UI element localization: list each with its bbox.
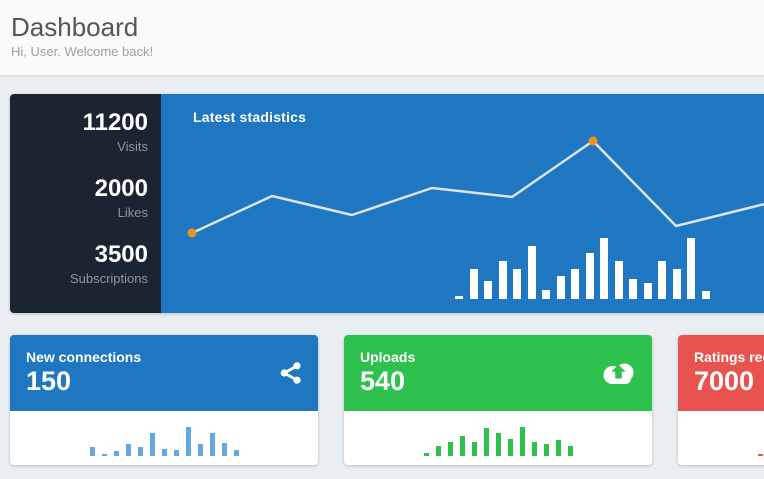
bar	[197, 444, 203, 456]
bar	[495, 433, 501, 456]
card-ratings-header: Ratings received 7000	[678, 335, 764, 411]
stat-visits: 11200 Visits	[10, 108, 148, 156]
stat-likes-value: 2000	[94, 175, 148, 202]
line-marker	[187, 228, 197, 238]
bar	[701, 291, 710, 299]
bar	[757, 454, 763, 456]
statistics-chart-panel: Latest stadistics	[161, 94, 764, 313]
bar	[483, 428, 489, 456]
bar	[447, 442, 453, 456]
card-ratings-body	[678, 411, 764, 465]
bar	[221, 443, 227, 456]
page-title: Dashboard	[11, 12, 139, 42]
bar	[113, 451, 119, 456]
bar	[435, 446, 441, 456]
bar	[527, 246, 536, 299]
stat-subscriptions-value: 3500	[94, 241, 148, 268]
stat-subscriptions: 3500 Subscriptions	[10, 240, 148, 288]
bar	[542, 290, 550, 299]
bar	[531, 442, 537, 456]
share-icon	[279, 361, 303, 386]
bar	[629, 279, 637, 299]
card-new-connections-body	[10, 411, 318, 465]
bar	[161, 449, 167, 456]
stat-likes: 2000 Likes	[10, 174, 148, 222]
bar	[101, 454, 107, 456]
bar	[455, 296, 463, 299]
stats-sidebar: 11200 Visits 2000 Likes 3500 Subscriptio…	[10, 94, 161, 313]
bar	[469, 269, 478, 299]
bar	[137, 447, 143, 456]
stats-panel: 11200 Visits 2000 Likes 3500 Subscriptio…	[10, 94, 764, 313]
connections-mini-bar-chart	[89, 427, 239, 456]
card-value: 540	[360, 366, 406, 396]
summary-cards-row: New connections 150 Uploads 540	[10, 335, 764, 465]
bar	[567, 446, 573, 456]
bar	[423, 453, 429, 456]
bar	[643, 283, 652, 299]
bar	[519, 427, 525, 456]
bar	[543, 444, 549, 456]
stat-likes-label: Likes	[117, 205, 148, 220]
line-chart	[187, 136, 764, 238]
bar	[149, 433, 155, 456]
bar	[471, 442, 477, 456]
card-label: Ratings received	[694, 349, 764, 365]
bar	[507, 439, 513, 456]
card-label: Uploads	[360, 349, 416, 365]
bar	[209, 433, 215, 456]
page-subtitle: Hi, User. Welcome back!	[11, 44, 154, 59]
stat-visits-value: 11200	[82, 109, 148, 136]
bar	[600, 238, 608, 299]
bar	[513, 269, 521, 299]
card-uploads-header: Uploads 540	[344, 335, 652, 411]
uploads-mini-bar-chart	[423, 427, 573, 456]
main-bar-chart	[455, 238, 710, 299]
line-series	[190, 139, 764, 235]
card-ratings-received: Ratings received 7000	[678, 335, 764, 465]
card-uploads: Uploads 540	[344, 335, 652, 465]
bar	[658, 261, 666, 299]
bar	[125, 444, 131, 456]
ratings-mini-bar-chart	[757, 454, 764, 456]
bar	[484, 281, 492, 299]
bar	[614, 261, 623, 299]
bar	[89, 447, 95, 456]
line-marker	[588, 136, 598, 146]
bar	[687, 238, 695, 299]
bar	[556, 276, 565, 299]
card-uploads-body	[344, 411, 652, 465]
card-value: 150	[26, 366, 72, 396]
card-new-connections-header: New connections 150	[10, 335, 318, 411]
bar	[173, 450, 179, 456]
card-label: New connections	[26, 349, 142, 365]
stat-subscriptions-label: Subscriptions	[69, 271, 148, 286]
bar	[185, 427, 191, 456]
page-header: Dashboard Hi, User. Welcome back!	[0, 0, 764, 77]
card-new-connections: New connections 150	[10, 335, 318, 465]
bar	[459, 436, 465, 456]
bar	[571, 269, 579, 299]
bar	[233, 450, 239, 456]
stat-visits-label: Visits	[117, 139, 148, 154]
bar	[585, 253, 594, 299]
bar	[672, 269, 681, 299]
chart-title: Latest stadistics	[193, 109, 307, 125]
cloud-upload-icon	[600, 358, 637, 388]
card-value: 7000	[694, 366, 755, 396]
bar	[555, 440, 561, 456]
bar	[498, 261, 507, 299]
